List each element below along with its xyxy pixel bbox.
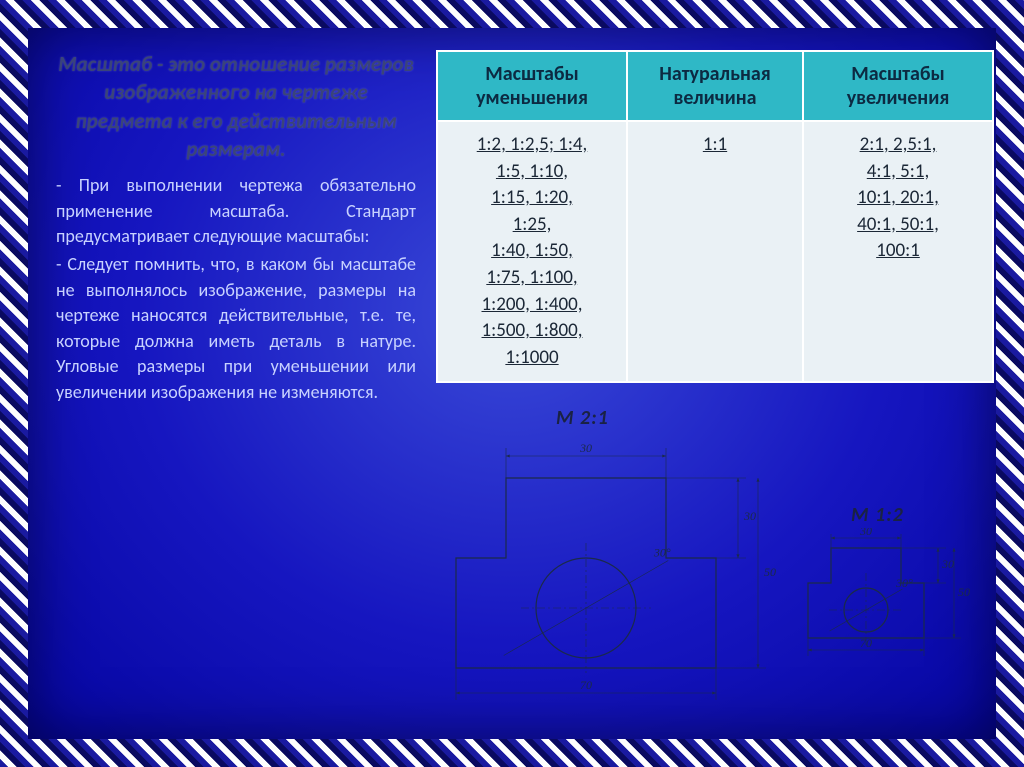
slide-content: Масштаб - это отношение размеров изображ… [28, 28, 996, 739]
table-row: 1:2, 1:2,5; 1:4,1:5, 1:10,1:15, 1:20,1:2… [437, 121, 993, 382]
technical-drawings: М 2:1 М 1:2 30°30305070 30°30305070 [436, 418, 976, 728]
para-2: - Следует помнить, что, в каком бы масшт… [56, 252, 416, 405]
svg-text:30: 30 [859, 528, 872, 538]
drawing-small: 30° 30 30 50 70 [796, 528, 976, 708]
slide-frame: Масштаб - это отношение размеров изображ… [0, 0, 1024, 767]
drawing-big: 30° 30 30 50 70 [436, 418, 776, 718]
drawing-label-small: М 1:2 [851, 503, 904, 527]
svg-text:50: 50 [764, 565, 776, 579]
svg-text:30: 30 [941, 557, 954, 571]
cell-natural: 1:1 [627, 121, 803, 382]
svg-text:70: 70 [860, 636, 872, 650]
definition-title: Масштаб - это отношение размеров изображ… [56, 50, 416, 163]
para-1: - При выполнении чертежа обязательно при… [56, 173, 416, 250]
svg-text:30°: 30° [895, 576, 913, 590]
svg-text:30: 30 [579, 441, 592, 455]
definition-body: - При выполнении чертежа обязательно при… [56, 173, 416, 405]
scale-table: Масштабы уменьшения Натуральная величина… [436, 50, 994, 383]
cell-enlarge: 2:1, 2,5:1,4:1, 5:1,10:1, 20:1,40:1, 50:… [803, 121, 993, 382]
th-enlarge: Масштабы увеличения [803, 51, 993, 121]
svg-text:50: 50 [958, 585, 970, 599]
svg-text:70: 70 [580, 678, 592, 692]
th-reduction: Масштабы уменьшения [437, 51, 627, 121]
left-column: Масштаб - это отношение размеров изображ… [56, 50, 416, 407]
svg-text:30°: 30° [653, 546, 671, 560]
cell-reduction: 1:2, 1:2,5; 1:4,1:5, 1:10,1:15, 1:20,1:2… [437, 121, 627, 382]
th-natural: Натуральная величина [627, 51, 803, 121]
svg-text:30: 30 [743, 509, 756, 523]
